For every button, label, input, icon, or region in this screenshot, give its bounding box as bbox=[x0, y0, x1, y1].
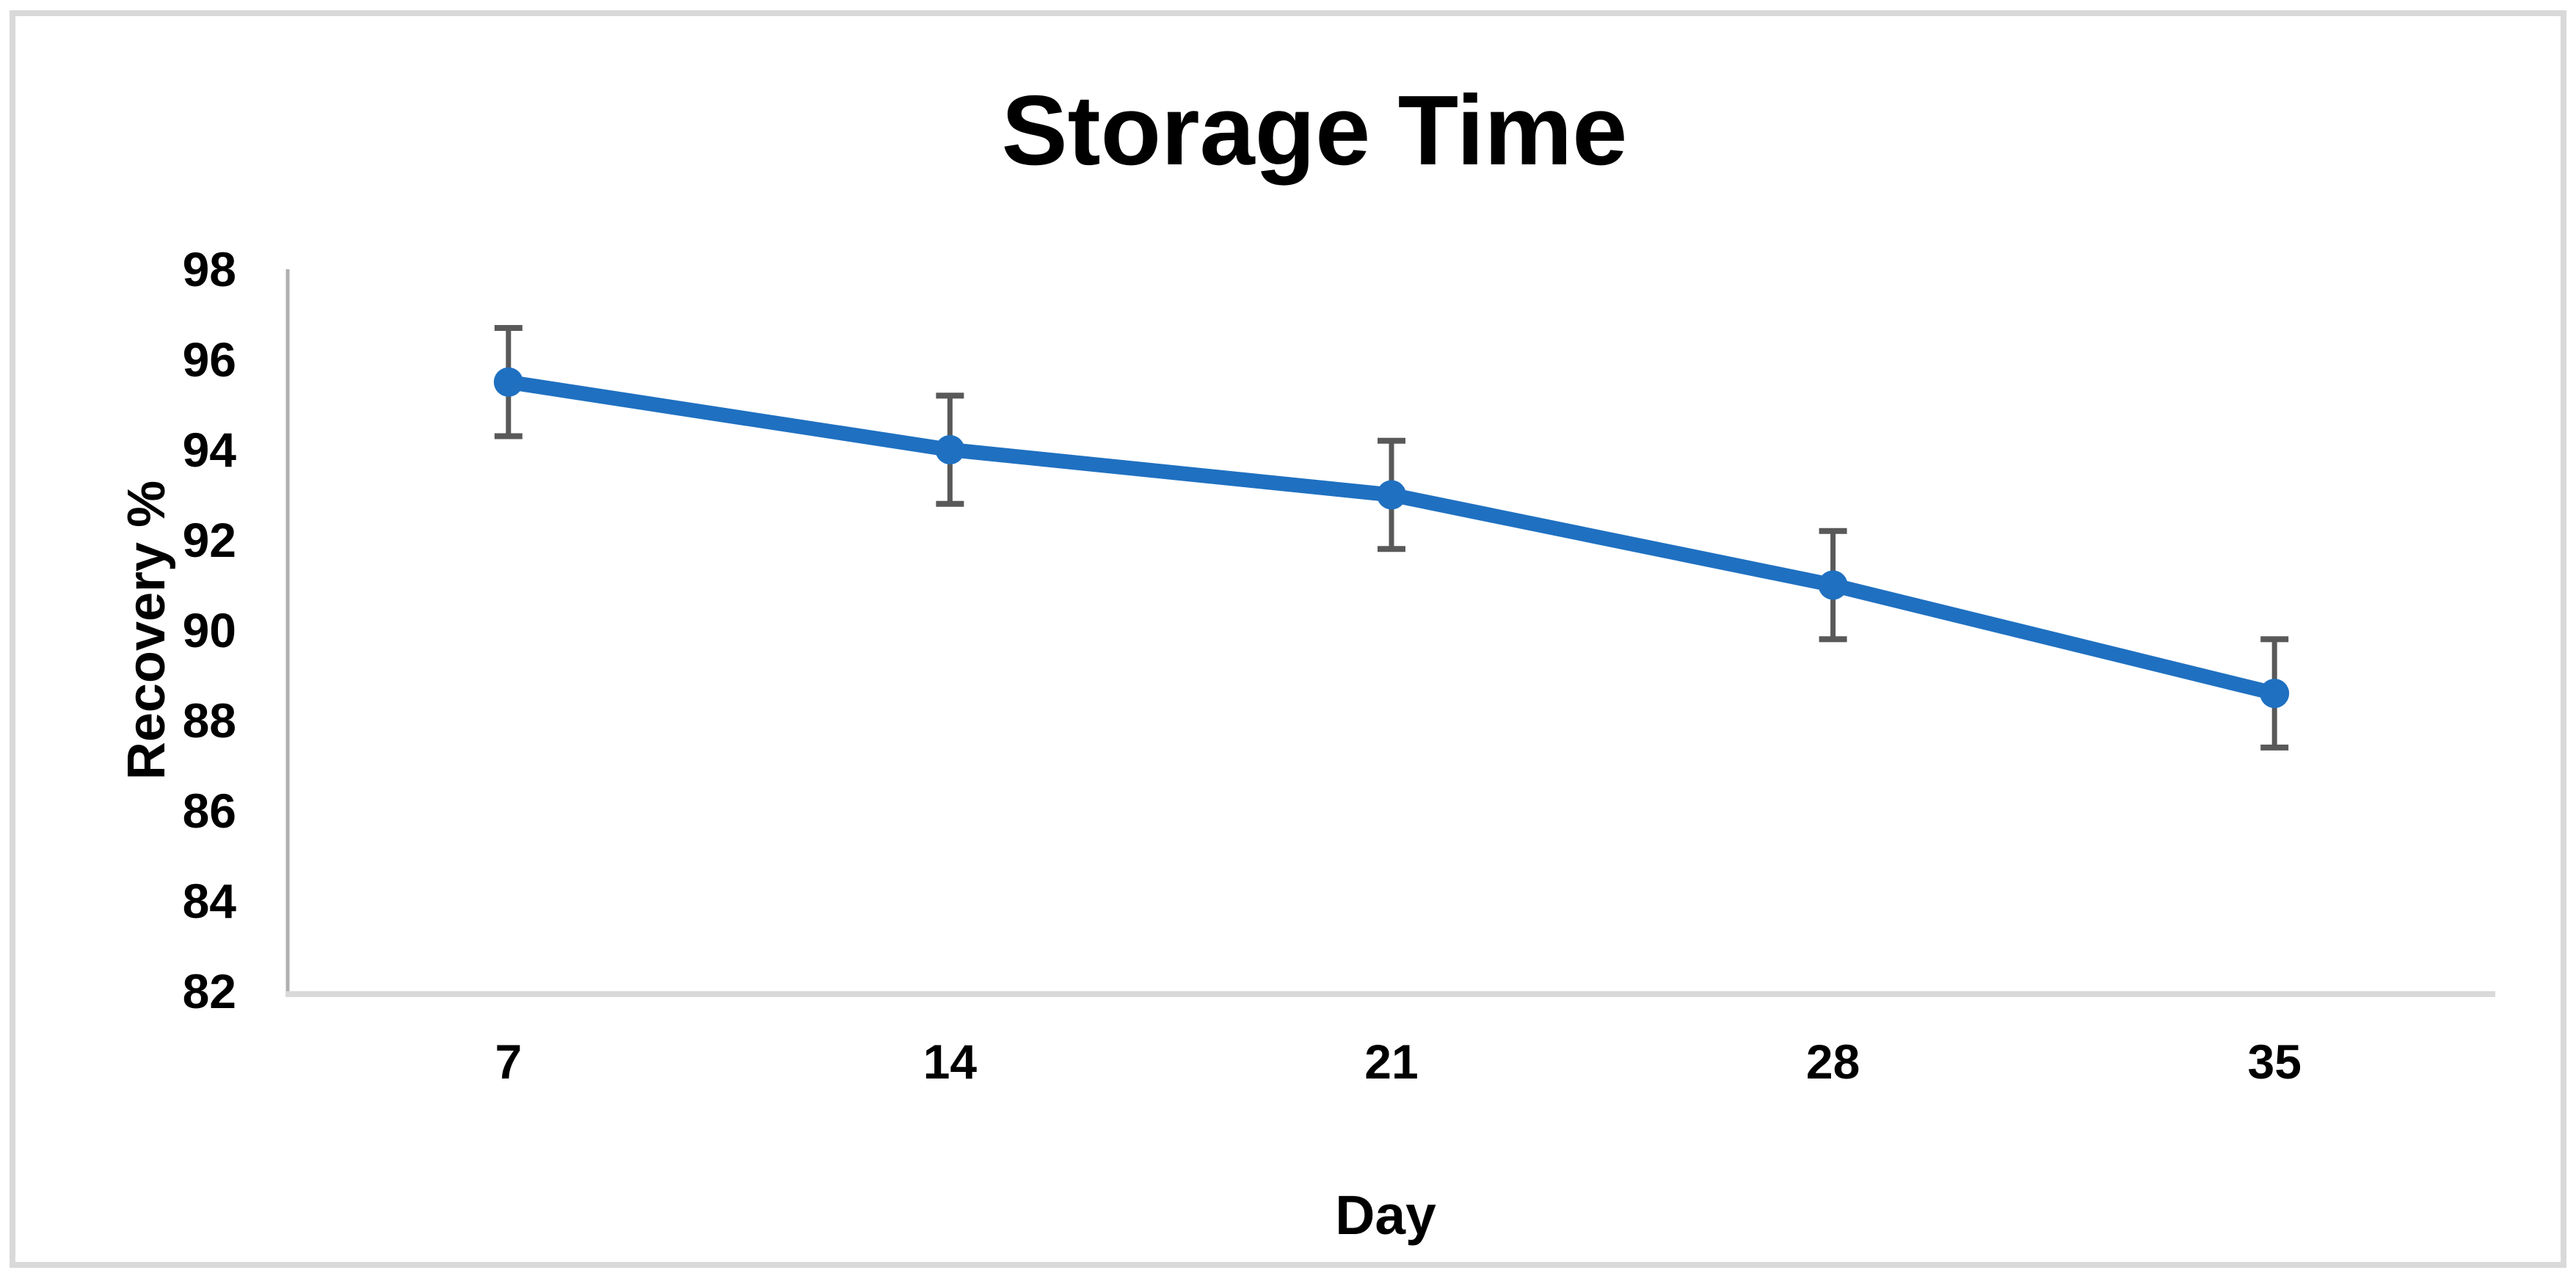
x-tick-label: 14 bbox=[923, 1034, 978, 1089]
y-tick-label: 94 bbox=[183, 423, 237, 477]
x-axis-title: Day bbox=[1335, 1184, 1436, 1246]
y-tick-label: 92 bbox=[183, 513, 236, 567]
data-point-marker bbox=[935, 435, 965, 464]
y-tick-label: 90 bbox=[183, 603, 236, 657]
y-tick-label: 96 bbox=[183, 332, 236, 387]
x-tick-label: 7 bbox=[495, 1034, 522, 1089]
chart-title: Storage Time bbox=[1001, 75, 1628, 186]
data-point-marker bbox=[1377, 480, 1406, 510]
y-tick-label: 86 bbox=[183, 784, 236, 838]
y-tick-label: 84 bbox=[183, 874, 237, 928]
data-point-marker bbox=[1818, 570, 1848, 600]
y-tick-label: 82 bbox=[183, 964, 236, 1018]
y-tick-label: 88 bbox=[183, 693, 236, 748]
data-point-marker bbox=[2260, 679, 2290, 709]
x-tick-label: 35 bbox=[2247, 1034, 2301, 1089]
x-tick-label: 28 bbox=[1806, 1034, 1860, 1089]
data-point-marker bbox=[493, 367, 523, 397]
y-tick-label: 98 bbox=[183, 242, 236, 296]
x-tick-label: 21 bbox=[1364, 1034, 1418, 1089]
